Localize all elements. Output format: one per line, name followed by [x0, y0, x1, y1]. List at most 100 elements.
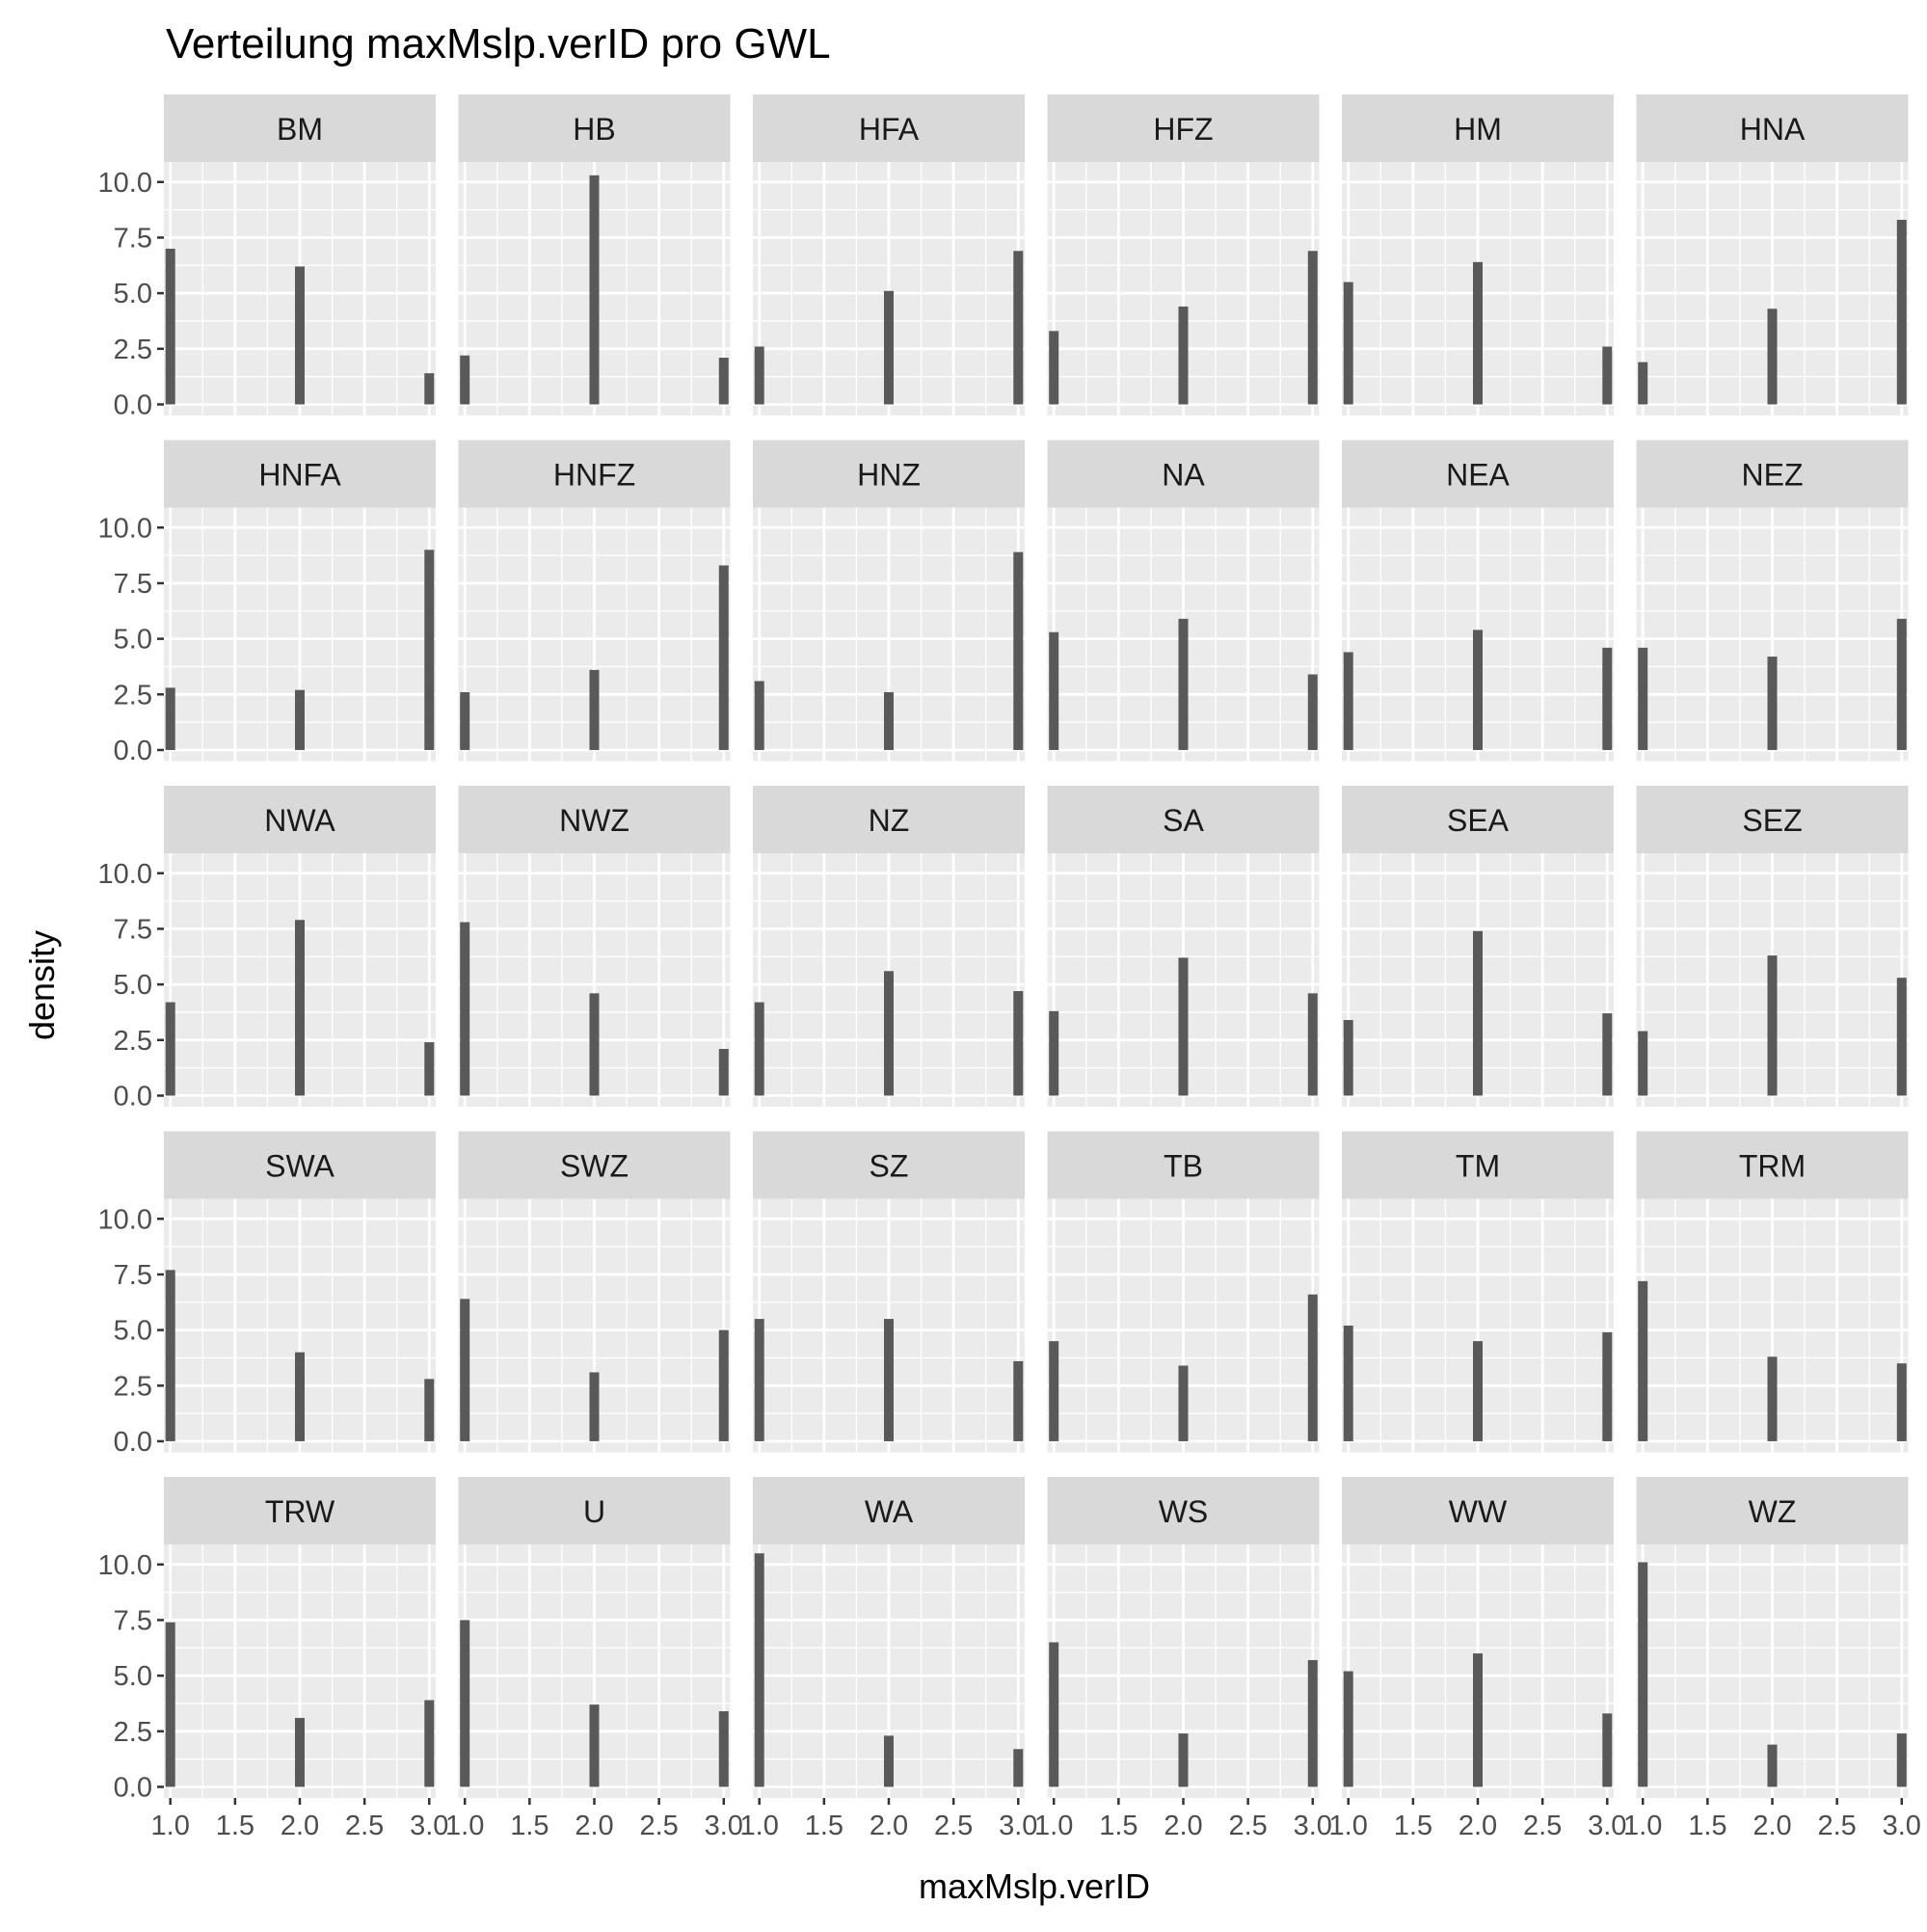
x-tick-label: 2.5 [345, 1811, 384, 1841]
bar-sez-3 [1896, 978, 1907, 1096]
facet-strip-label: NA [1162, 458, 1205, 493]
bar-nea-1 [1343, 652, 1353, 750]
facet-strip-label: U [583, 1494, 605, 1529]
y-tick-label: 7.5 [114, 569, 152, 600]
bar-sa-2 [1178, 957, 1189, 1096]
facet-strip-label: HNA [1740, 112, 1806, 147]
x-tick-label: 2.0 [1459, 1811, 1497, 1841]
y-tick-label: 7.5 [114, 914, 152, 945]
bar-tm-1 [1343, 1326, 1353, 1441]
facet-strip-label: NEA [1446, 458, 1510, 493]
bar-ws-3 [1307, 1659, 1318, 1787]
facet-strip-label: HM [1454, 112, 1502, 147]
bar-hnz-1 [754, 681, 764, 750]
facet-panel-wa: WA 1.0 1.5 2.0 2.5 3.0 [740, 1477, 1037, 1841]
facet-strip-label: SEZ [1742, 803, 1802, 838]
x-tick-label: 2.5 [1523, 1811, 1562, 1841]
y-tick-label: 2.5 [114, 335, 152, 365]
facet-strip-label: SA [1163, 803, 1204, 838]
bar-hm-3 [1602, 346, 1613, 405]
x-tick-label: 1.0 [445, 1811, 484, 1841]
x-tick-label: 2.5 [639, 1811, 678, 1841]
facet-strip [458, 440, 731, 508]
bar-sz-2 [884, 1319, 894, 1441]
x-tick-label: 2.5 [1228, 1811, 1267, 1841]
facet-strip [1342, 94, 1614, 162]
x-tick-label: 3.0 [1883, 1811, 1921, 1841]
x-tick-label: 3.0 [999, 1811, 1037, 1841]
bar-hm-2 [1473, 261, 1483, 405]
facet-strip [1636, 94, 1909, 162]
y-axis-label: density [22, 930, 62, 1040]
facet-strip-label: TRM [1739, 1149, 1806, 1184]
bar-sea-1 [1343, 1020, 1353, 1096]
facet-strip [164, 440, 436, 508]
x-tick-label: 2.5 [1817, 1811, 1856, 1841]
y-tick-label: 2.5 [114, 1026, 152, 1057]
x-tick-label: 1.5 [1688, 1811, 1726, 1841]
bar-hnfz-3 [718, 565, 729, 750]
facet-panel-hna: HNA [1636, 94, 1909, 416]
bar-na-1 [1049, 631, 1059, 750]
bar-wz-1 [1638, 1562, 1648, 1787]
bar-bm-3 [424, 373, 435, 405]
bar-hnz-2 [884, 691, 894, 750]
facet-panel-wz: WZ 1.0 1.5 2.0 2.5 3.0 [1623, 1477, 1921, 1841]
x-tick-label: 3.0 [705, 1811, 743, 1841]
bar-trm-1 [1638, 1280, 1648, 1441]
bar-ws-2 [1178, 1733, 1189, 1787]
y-tick-label: 5.0 [114, 279, 152, 309]
facet-panel-ww: WW 1.0 1.5 2.0 2.5 3.0 [1329, 1477, 1626, 1841]
facet-strip [753, 1131, 1025, 1199]
facet-strip-label: WS [1159, 1494, 1209, 1529]
facet-panel-sz: SZ [753, 1131, 1025, 1453]
facet-strip [753, 786, 1025, 853]
bar-ww-3 [1602, 1713, 1613, 1787]
bar-wa-3 [1013, 1749, 1024, 1787]
bar-trw-1 [165, 1622, 175, 1787]
bar-sa-3 [1307, 993, 1318, 1096]
bar-sea-2 [1473, 930, 1483, 1096]
bar-sez-1 [1638, 1031, 1648, 1096]
bar-sz-1 [754, 1319, 764, 1441]
facet-panel-nz: NZ [753, 786, 1025, 1107]
facet-strip [458, 786, 731, 853]
y-tick-label: 0.0 [114, 1427, 152, 1458]
x-tick-label: 2.5 [934, 1811, 973, 1841]
y-tick-label: 7.5 [114, 223, 152, 254]
facet-panel-hfz: HFZ [1047, 94, 1320, 416]
y-tick-label: 5.0 [114, 970, 152, 1001]
facet-strip-label: SZ [870, 1149, 909, 1184]
y-tick-label: 2.5 [114, 1371, 152, 1402]
x-tick-label: 3.0 [1588, 1811, 1626, 1841]
x-axis-label: maxMslp.verID [919, 1866, 1150, 1906]
bar-u-2 [589, 1704, 600, 1787]
bar-nz-3 [1013, 991, 1024, 1096]
bar-hnfz-2 [589, 669, 600, 750]
bar-hnfa-3 [424, 550, 435, 750]
bar-hb-1 [460, 355, 470, 405]
facet-panel-hnfz: HNFZ [458, 440, 731, 762]
facet-panel-swa: SWA 0.0 2.5 5.0 7.5 10.0 [98, 1131, 436, 1458]
facet-strip-label: HFA [859, 112, 920, 147]
facet-strip [1342, 786, 1614, 853]
x-tick-label: 1.0 [740, 1811, 779, 1841]
bar-trw-2 [295, 1717, 305, 1787]
bar-sa-1 [1049, 1010, 1059, 1096]
facet-strip-label: HNZ [857, 458, 921, 493]
facet-strip [1342, 1131, 1614, 1199]
facet-strip [1636, 1477, 1909, 1544]
bar-hnfa-1 [165, 687, 175, 750]
bar-nwz-3 [718, 1049, 729, 1096]
bar-tm-3 [1602, 1331, 1613, 1441]
x-tick-label: 2.0 [575, 1811, 613, 1841]
bar-hb-2 [589, 174, 600, 405]
bar-bm-1 [165, 248, 175, 405]
bar-swz-2 [589, 1372, 600, 1441]
facet-strip [1047, 1477, 1320, 1544]
bar-nwa-3 [424, 1042, 435, 1096]
facet-strip-label: HNFA [258, 458, 341, 493]
facet-strip [1636, 786, 1909, 853]
bar-nea-2 [1473, 630, 1483, 750]
